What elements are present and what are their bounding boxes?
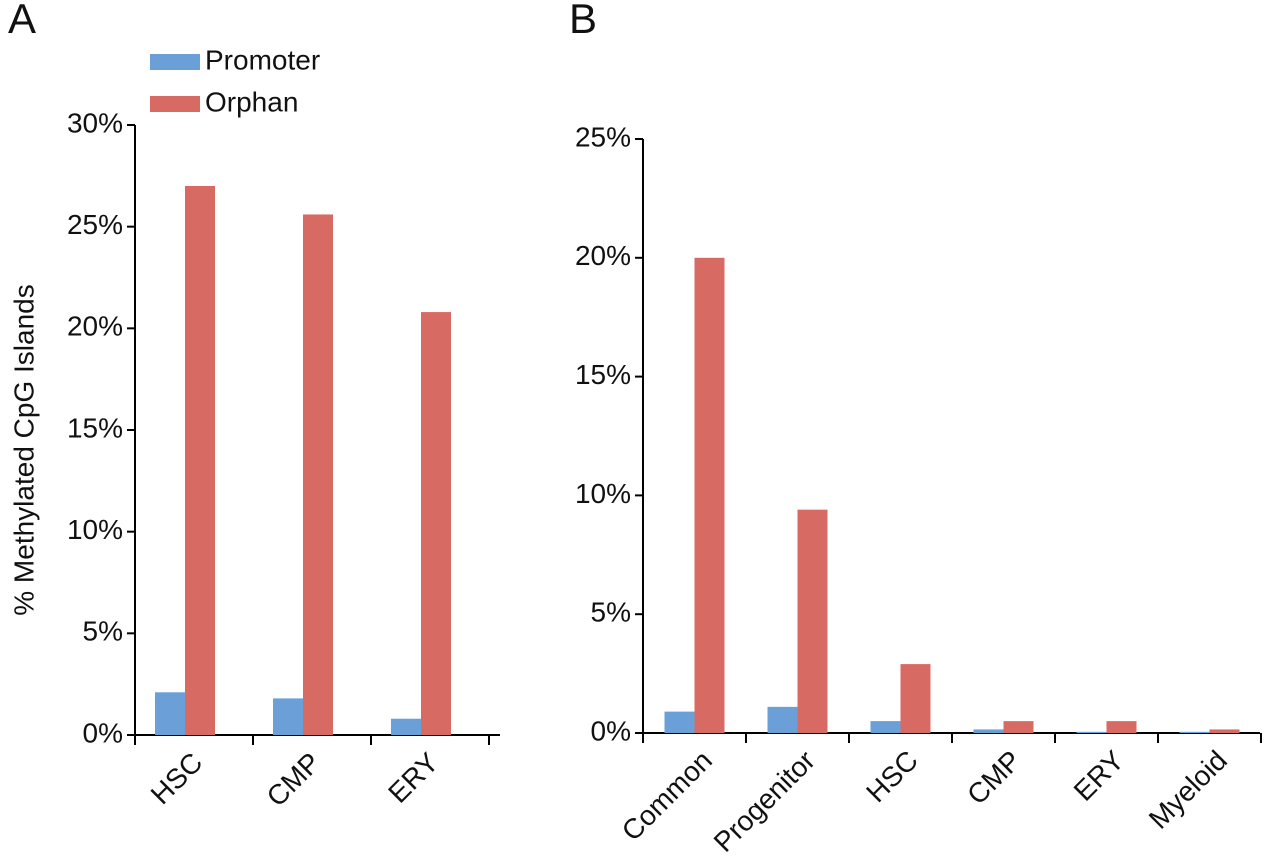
panel-label: A	[8, 0, 36, 42]
bar	[797, 509, 828, 733]
y-tick-label: 0%	[591, 715, 631, 746]
legend-label: Promoter	[205, 44, 320, 75]
bar	[391, 718, 421, 735]
x-tick-label: HSC	[860, 745, 924, 809]
x-tick-label: ERY	[382, 746, 445, 809]
y-tick-label: 15%	[575, 359, 631, 390]
panel-label: B	[569, 0, 597, 42]
y-tick-label: 15%	[67, 412, 123, 443]
y-tick-label: 10%	[67, 514, 123, 545]
x-tick-label: Common	[616, 745, 718, 847]
bar	[664, 711, 695, 733]
bar	[1179, 731, 1210, 733]
bar	[973, 729, 1004, 733]
x-tick-label: ERY	[1068, 744, 1131, 807]
bar	[870, 721, 901, 733]
y-tick-label: 20%	[67, 311, 123, 342]
y-tick-label: 10%	[575, 478, 631, 509]
x-tick-label: HSC	[145, 747, 209, 811]
x-tick-label: CMP	[961, 745, 1027, 811]
bar	[303, 214, 333, 735]
x-tick-label: Progenitor	[708, 745, 821, 858]
bar	[694, 257, 725, 733]
y-tick-label: 30%	[67, 107, 123, 138]
y-axis-title: % Methylated CpG Islands	[8, 284, 39, 616]
bar	[1209, 729, 1240, 733]
bar	[767, 706, 798, 733]
legend-label: Orphan	[205, 86, 298, 117]
y-tick-label: 25%	[67, 209, 123, 240]
bar	[185, 186, 215, 735]
bar	[421, 312, 451, 735]
y-tick-label: 5%	[591, 597, 631, 628]
bar	[1003, 721, 1034, 733]
y-tick-label: 5%	[83, 616, 123, 647]
bar	[273, 698, 303, 735]
x-tick-label: Myeloid	[1143, 745, 1233, 835]
y-tick-label: 0%	[83, 717, 123, 748]
y-tick-label: 20%	[575, 240, 631, 271]
bar	[1076, 731, 1107, 733]
x-tick-label: CMP	[261, 747, 327, 813]
y-tick-label: 25%	[575, 121, 631, 152]
bar	[155, 692, 185, 735]
bar	[900, 664, 931, 733]
legend-swatch	[150, 54, 200, 70]
bar	[1106, 721, 1137, 733]
legend-swatch	[150, 96, 200, 112]
